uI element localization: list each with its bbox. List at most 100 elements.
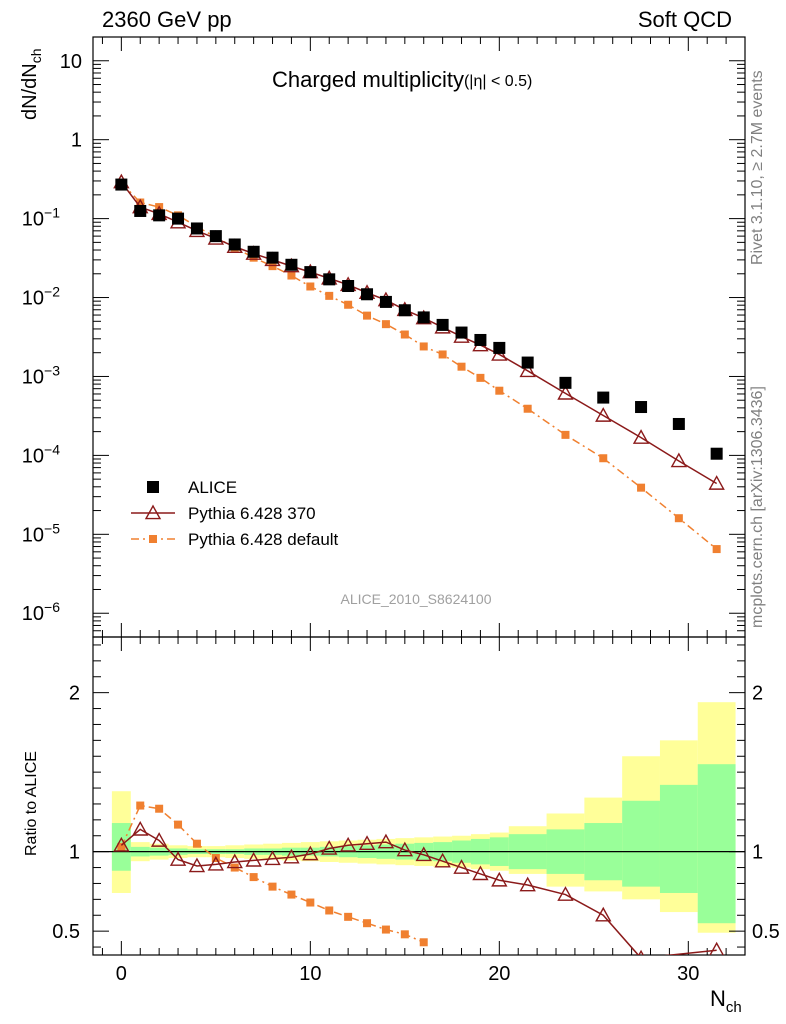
- alice-main-point: [379, 295, 392, 308]
- ratio-y-tick-label-left: 2: [69, 683, 80, 705]
- pythia-370-ratio-point: [188, 857, 206, 873]
- y-tick-label: 10−6: [22, 599, 60, 625]
- pythia-370-ratio-point: [453, 859, 470, 874]
- band-inner: [659, 784, 698, 893]
- y-tick-label: 10−3: [22, 362, 60, 388]
- pythia-370-ratio-point: [302, 845, 319, 861]
- ratio-frame: [92, 636, 746, 956]
- band-inner: [697, 764, 736, 924]
- pythia-370-main-point: [557, 384, 574, 400]
- pythia-default-main-point: [306, 282, 315, 291]
- pythia-370-ratio-point: [709, 941, 724, 955]
- pythia-default-main-point: [457, 362, 466, 371]
- pythia-370-main-point: [708, 475, 725, 490]
- pythia-370-main-point: [632, 429, 650, 444]
- ratio-series-group: [113, 801, 724, 955]
- pythia-370-main-line: [120, 181, 718, 485]
- pythia-default-ratio-point: [155, 804, 164, 813]
- ratio-y-tick-label-right: 1: [752, 842, 763, 864]
- alice-main-point: [474, 333, 487, 346]
- alice-main-point: [285, 258, 298, 271]
- pythia-default-ratio-point: [192, 839, 201, 848]
- alice-main-point: [672, 417, 685, 430]
- alice-main-point: [710, 447, 723, 460]
- pythia-370-ratio-point: [226, 853, 243, 869]
- alice-main-point: [323, 273, 336, 286]
- alice-main-point: [521, 356, 534, 369]
- pythia-370-ratio-point: [264, 850, 281, 866]
- pythia-370-ratio-point: [283, 848, 300, 864]
- alice-main-point: [190, 222, 203, 235]
- legend-label: Pythia 6.428 370: [188, 504, 316, 523]
- y-tick-label: 10−1: [22, 205, 60, 231]
- header-left: 2360 GeV pp: [102, 7, 232, 32]
- pythia-370-ratio-point: [169, 851, 187, 866]
- y-tick-label: 10−5: [22, 520, 60, 546]
- main-y-label: dN/dNch: [19, 49, 44, 121]
- y-tick-label: 10: [60, 51, 82, 73]
- alice-main-point: [134, 204, 147, 217]
- x-tick-label: 20: [488, 963, 510, 985]
- pythia-default-main-point: [381, 320, 390, 329]
- pythia-370-ratio-point: [339, 836, 357, 852]
- alice-main-point: [304, 266, 317, 279]
- pythia-default-ratio-point: [136, 801, 145, 810]
- alice-main-point: [417, 311, 430, 324]
- y-tick-label: 1: [71, 130, 82, 152]
- pythia-370-ratio-point: [358, 835, 376, 850]
- alice-main-point: [172, 212, 185, 225]
- pythia-default-ratio-line: [120, 804, 425, 943]
- pythia-default-main-point: [599, 454, 608, 463]
- pythia-default-main-point: [561, 430, 570, 439]
- pythia-default-main-point: [400, 330, 409, 339]
- pythia-370-main-point: [595, 407, 612, 422]
- x-tick-label: 0: [116, 963, 127, 985]
- pythia-default-main-point: [476, 373, 485, 382]
- pythia-370-ratio-point: [207, 855, 225, 871]
- legend-label: Pythia 6.428 default: [188, 530, 339, 549]
- side-mcplots-text: mcplots.cern.ch [arXiv:1306.3436]: [749, 386, 766, 628]
- pythia-default-ratio-point: [306, 898, 315, 907]
- header-right: Soft QCD: [638, 7, 732, 32]
- alice-main-point: [266, 251, 279, 264]
- alice-main-point: [342, 280, 355, 293]
- pythia-default-main-point: [674, 514, 683, 523]
- legend-marker: [149, 535, 157, 543]
- pythia-default-main-point: [363, 311, 372, 320]
- pythia-default-main-point: [136, 198, 145, 207]
- band-inner: [622, 800, 660, 887]
- x-axis-label: Nch: [710, 986, 742, 1016]
- side-rivet-text: Rivet 3.1.10, ≥ 2.7M events: [749, 70, 766, 265]
- pythia-370-ratio-point: [321, 840, 338, 855]
- ratio-y-label: Ratio to ALICE: [23, 751, 40, 856]
- alice-main-point: [247, 245, 260, 258]
- legend-marker: [144, 504, 162, 520]
- ratio-panel: 0 10 20 30 0.5 0.5 1 1 2 2: [52, 636, 780, 985]
- alice-main-point: [115, 178, 128, 191]
- alice-main-point: [635, 401, 648, 414]
- y-tick-label: 10−4: [22, 441, 60, 467]
- alice-main-point: [228, 238, 241, 251]
- pythia-default-ratio-point: [287, 890, 296, 899]
- pythia-default-main-point: [438, 350, 447, 359]
- pythia-370-main-point: [519, 362, 536, 378]
- pythia-370-ratio-point: [245, 851, 262, 867]
- pythia-default-main-point: [287, 271, 296, 280]
- alice-main-point: [455, 326, 468, 339]
- ratio-y-tick-label-left: 0.5: [52, 921, 80, 943]
- pythia-370-ratio-point: [434, 852, 451, 868]
- pythia-default-main-point: [495, 386, 504, 395]
- pythia-default-ratio-point: [325, 906, 334, 915]
- pythia-370-ratio-point: [595, 906, 612, 922]
- pythia-default-main-point: [712, 545, 721, 554]
- pythia-370-main-point: [670, 452, 688, 468]
- pythia-default-ratio-point: [400, 930, 409, 939]
- ratio-y-tick-label-right: 0.5: [752, 921, 780, 943]
- y-tick-label: 10−2: [22, 284, 60, 310]
- pythia-370-ratio-point: [519, 876, 536, 892]
- pythia-370-ratio-point: [113, 836, 130, 852]
- alice-main-point: [493, 341, 506, 354]
- pythia-default-ratio-point: [249, 873, 258, 882]
